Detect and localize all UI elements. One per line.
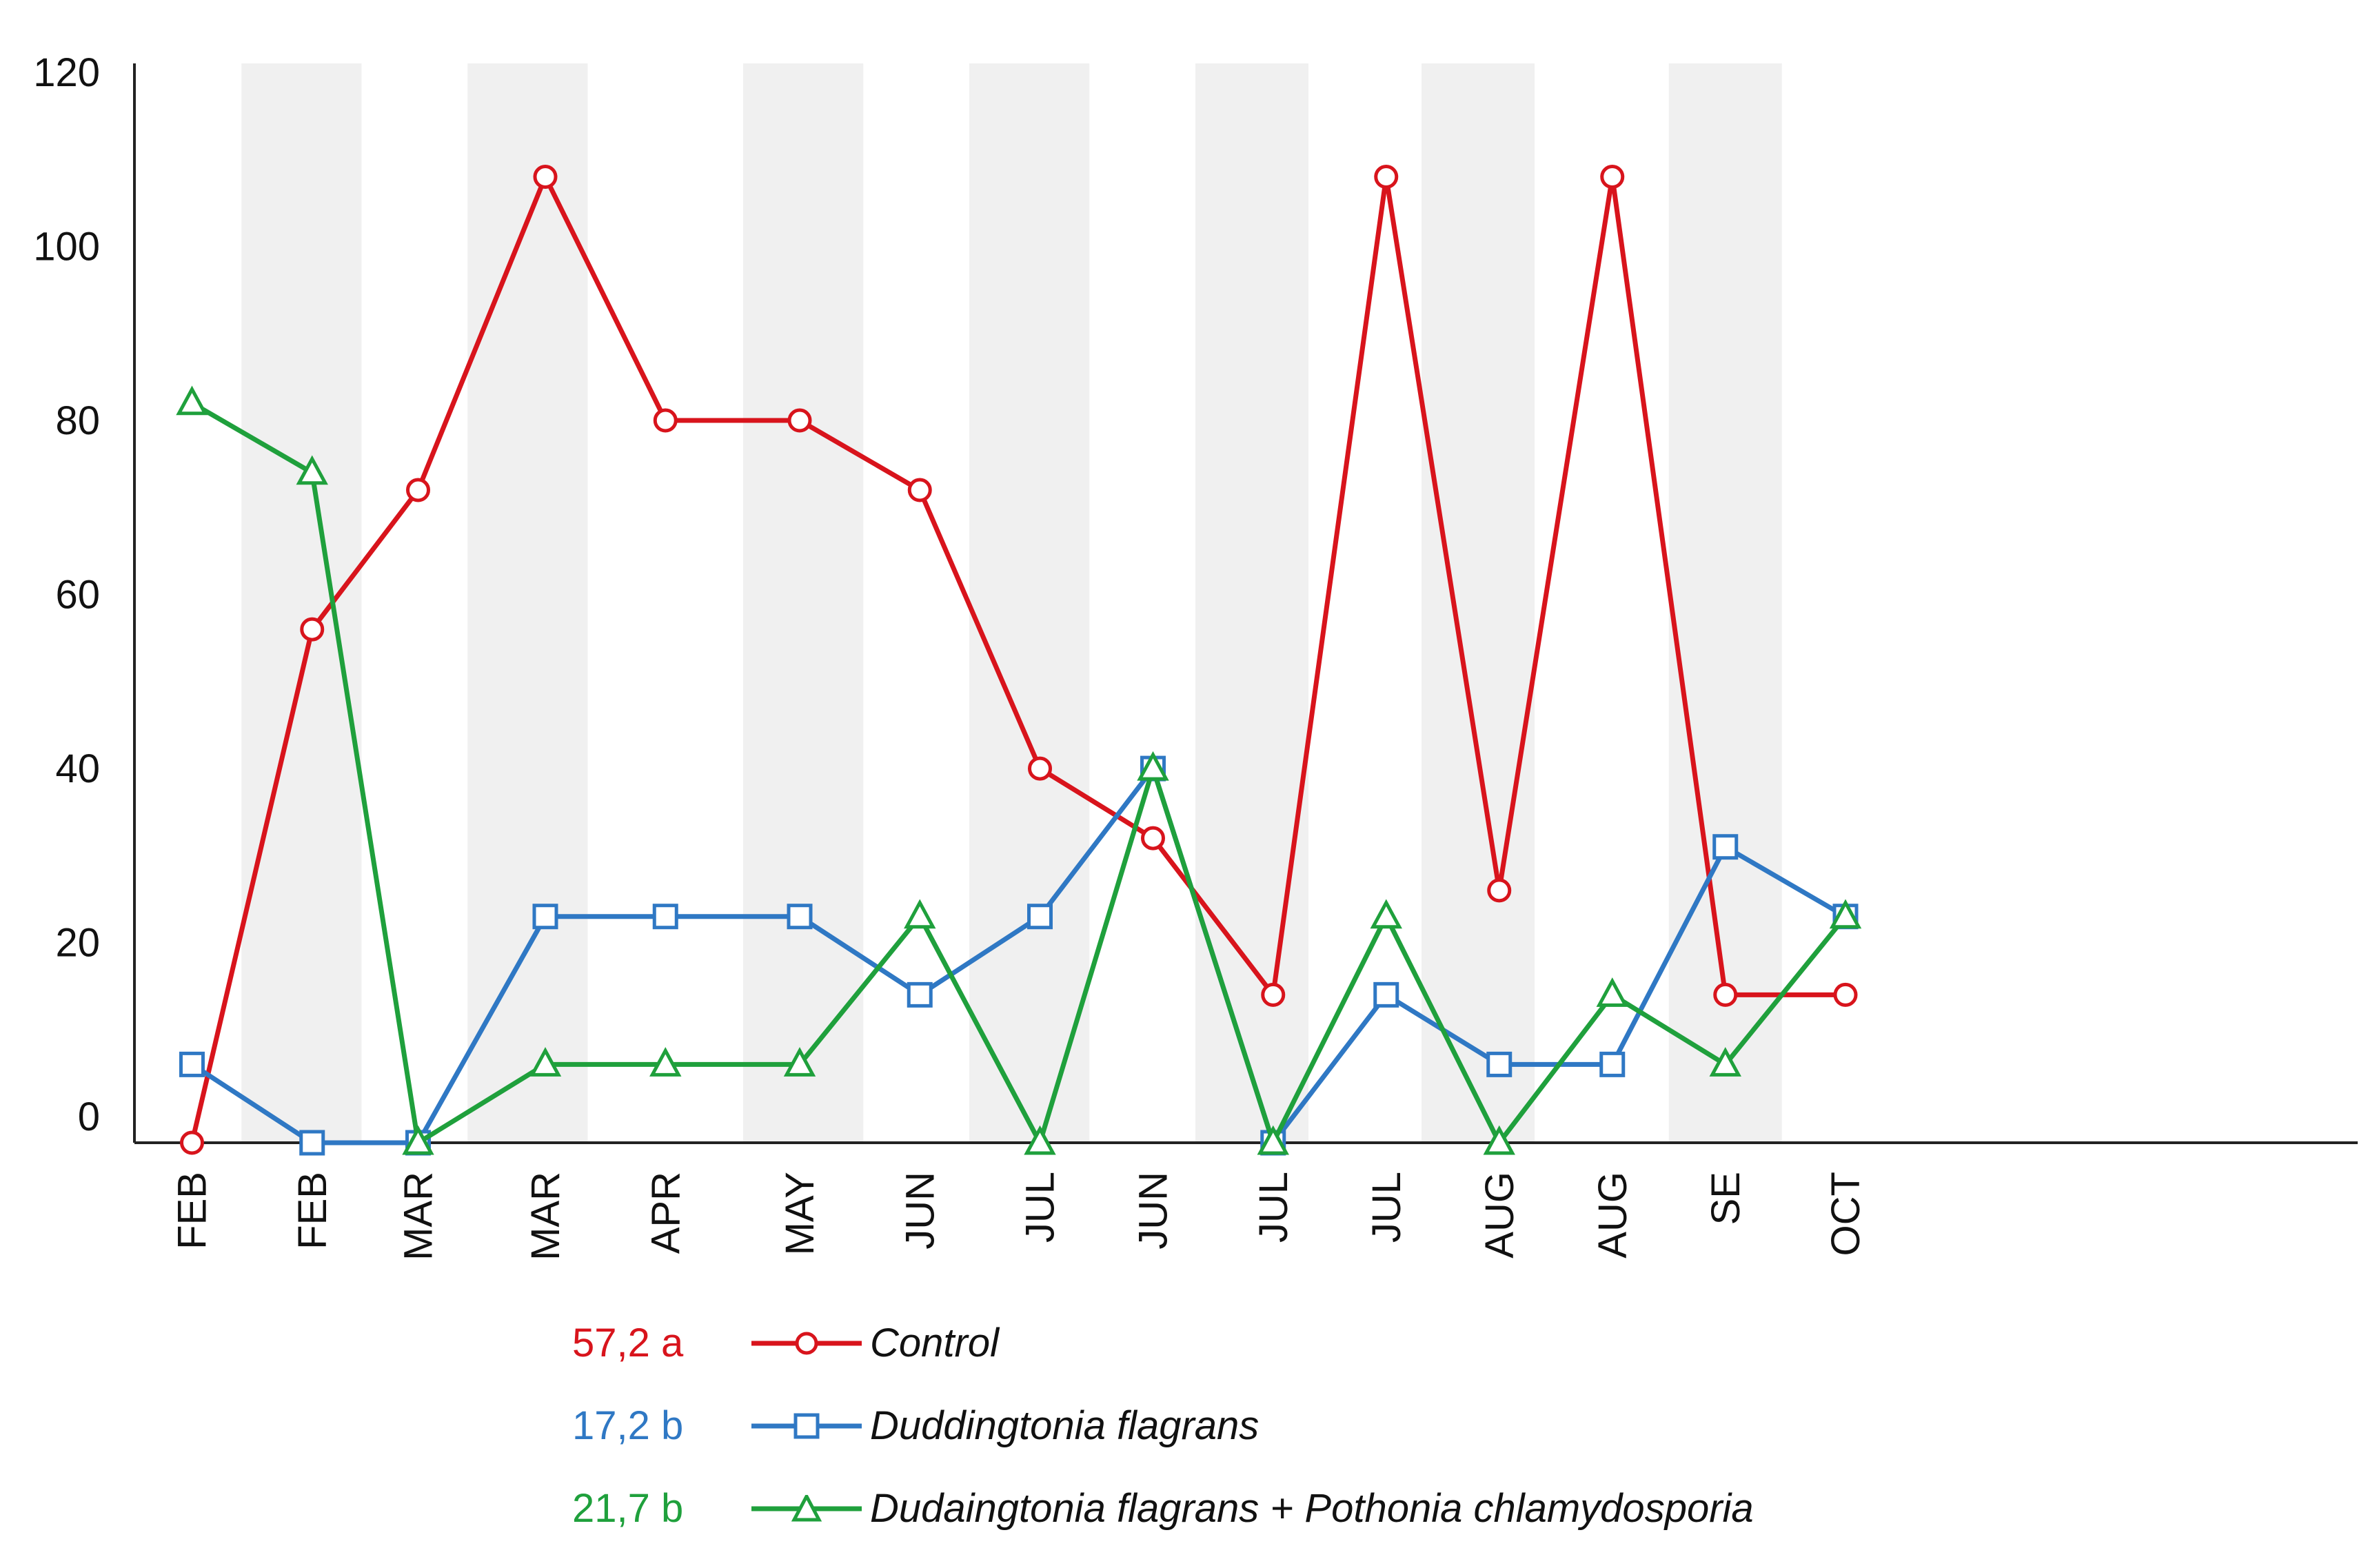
data-point: [1137, 751, 1169, 781]
x-tick-label: OCT: [1823, 1172, 1868, 1256]
data-point: [1261, 982, 1286, 1007]
y-tick-label: 40: [55, 746, 100, 791]
data-point: [176, 385, 208, 416]
x-tick-label: FEB: [170, 1172, 215, 1250]
series-0: [180, 165, 1858, 1155]
data-point: [1141, 826, 1165, 851]
x-tick-label: JUL: [1364, 1172, 1409, 1243]
legend-control-swatch: [751, 1332, 862, 1354]
legend-combined: 21,7 b Dudaingtonia flagrans + Pothonia …: [572, 1485, 1754, 1531]
data-point: [1370, 899, 1402, 929]
data-point: [1833, 982, 1858, 1007]
x-tick-label: AUG: [1590, 1172, 1635, 1259]
data-point: [1713, 982, 1738, 1007]
data-point: [904, 899, 936, 929]
data-point: [1599, 1051, 1626, 1077]
data-point: [653, 408, 678, 433]
data-point: [402, 1125, 434, 1155]
x-tick-label: FEB: [290, 1172, 335, 1250]
data-point: [179, 1051, 205, 1077]
legend-combined-label: Dudaingtonia flagrans + Pothonia chlamyd…: [870, 1486, 1754, 1531]
legend-combined-stat: 21,7 b: [572, 1486, 684, 1531]
data-point: [1374, 165, 1399, 190]
data-point: [406, 478, 430, 502]
data-point: [1027, 904, 1053, 930]
y-ticks: 0 20 40 60 80 100 120: [33, 50, 100, 1139]
data-point: [1712, 834, 1739, 860]
y-tick-label: 120: [33, 50, 100, 95]
x-tick-label: APR: [643, 1172, 688, 1254]
data-point: [1257, 1125, 1289, 1155]
y-tick-label: 0: [78, 1094, 100, 1139]
legend-duddingtonia: 17,2 b Duddingtonia flagrans: [572, 1403, 1259, 1449]
shaded-band-5: [1422, 63, 1535, 1143]
y-tick-label: 100: [33, 225, 100, 269]
legend-duddingtonia-stat: 17,2 b: [572, 1403, 684, 1448]
series-2: [176, 385, 1862, 1155]
legend-control-label: Control: [870, 1321, 999, 1365]
shaded-band-2: [743, 63, 864, 1143]
shaded-band-0: [241, 63, 362, 1143]
data-point: [1373, 981, 1399, 1008]
data-point: [529, 1047, 562, 1077]
data-point: [1600, 165, 1625, 190]
y-tick-label: 20: [55, 921, 100, 966]
x-tick-label: JUN: [898, 1172, 942, 1250]
data-point: [1028, 756, 1052, 781]
x-tick-label: SE: [1703, 1172, 1748, 1225]
x-tick-label: MAY: [778, 1172, 822, 1255]
shaded-band-4: [1195, 63, 1308, 1143]
legend-control-stat: 57,2 a: [572, 1321, 684, 1365]
legend-duddingtonia-swatch: [751, 1413, 862, 1438]
data-point: [787, 904, 813, 930]
shaded-bands: [241, 63, 1782, 1143]
x-ticks: FEB FEB MAR MAR APR MAY JUN JUL JUN JUL JUL AUG AUG S…: [170, 1172, 1869, 1261]
series-group: [176, 165, 1862, 1156]
shaded-band-1: [467, 63, 588, 1143]
data-point: [1486, 1051, 1513, 1077]
shaded-band-3: [969, 63, 1090, 1143]
y-tick-label: 60: [55, 573, 100, 618]
legend-duddingtonia-label: Duddingtonia flagrans: [870, 1403, 1260, 1448]
data-point: [652, 904, 678, 930]
data-point: [787, 408, 812, 433]
data-point: [532, 904, 558, 930]
data-point: [180, 1130, 204, 1155]
x-tick-label: JUL: [1018, 1172, 1063, 1243]
x-tick-label: MAR: [523, 1172, 568, 1261]
data-point: [907, 981, 933, 1008]
x-tick-label: JUL: [1251, 1172, 1296, 1243]
legend-combined-swatch: [751, 1494, 862, 1521]
data-point: [300, 617, 325, 642]
data-point: [299, 1130, 325, 1156]
data-point: [1596, 977, 1628, 1007]
shaded-band-6: [1668, 63, 1782, 1143]
data-point: [1024, 1125, 1056, 1155]
data-point: [907, 478, 932, 502]
data-point: [649, 1047, 682, 1077]
x-tick-label: MAR: [396, 1172, 441, 1261]
data-point: [1483, 1125, 1515, 1155]
data-point: [296, 455, 328, 485]
data-point: [783, 1047, 816, 1077]
data-point: [533, 165, 558, 190]
x-tick-label: JUN: [1131, 1172, 1176, 1250]
axes: [133, 63, 2358, 1144]
data-point: [1709, 1047, 1741, 1077]
data-point: [1829, 899, 1862, 929]
y-tick-label: 80: [55, 398, 100, 443]
data-point: [1487, 878, 1512, 903]
legend-control: 57,2 a Control: [572, 1320, 999, 1366]
x-tick-label: AUG: [1477, 1172, 1522, 1259]
